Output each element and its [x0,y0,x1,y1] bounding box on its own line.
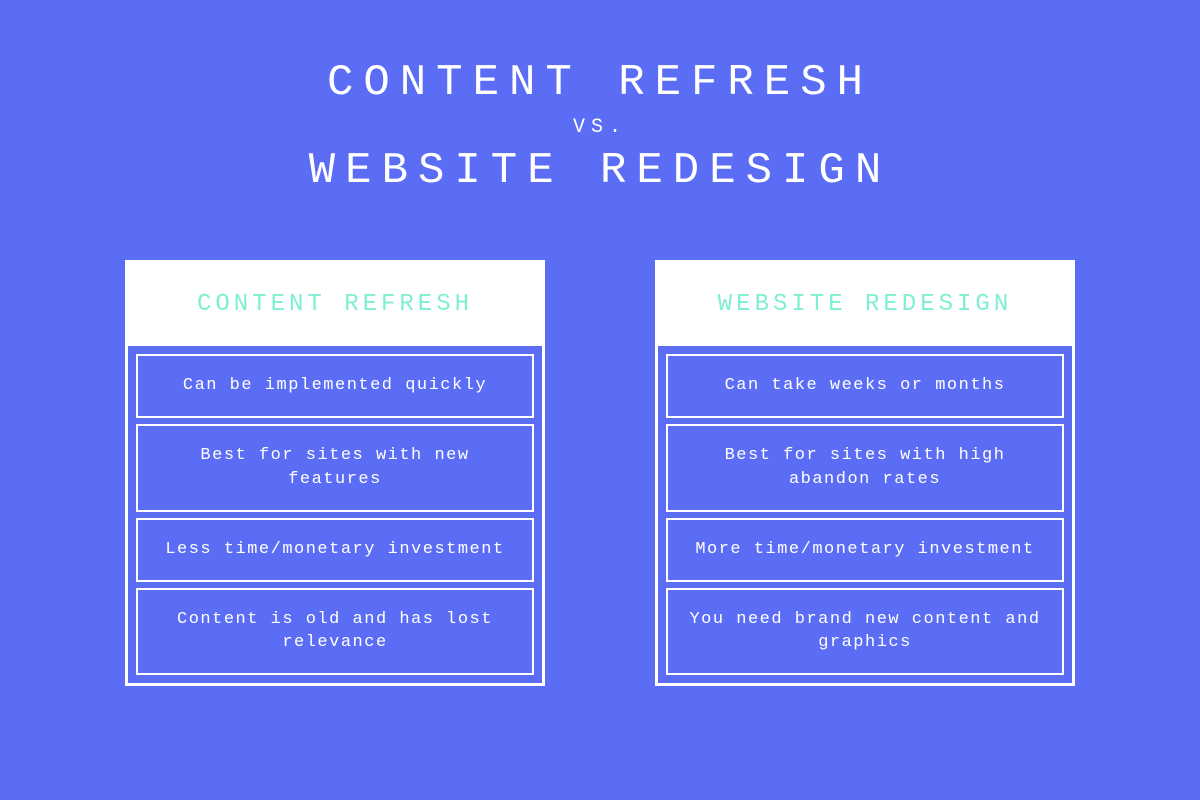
cards-container: CONTENT REFRESH Can be implemented quick… [0,260,1200,686]
list-item: Best for sites with high abandon rates [666,424,1064,512]
title-line-2: WEBSITE REDESIGN [0,143,1200,200]
list-item: You need brand new content and graphics [666,588,1064,676]
list-item: Less time/monetary investment [136,518,534,582]
list-item: Content is old and has lost relevance [136,588,534,676]
list-item: Best for sites with new features [136,424,534,512]
website-redesign-card-title: WEBSITE REDESIGN [658,263,1072,346]
list-item: More time/monetary investment [666,518,1064,582]
list-item: Can take weeks or months [666,354,1064,418]
content-refresh-card-title: CONTENT REFRESH [128,263,542,346]
website-redesign-card: WEBSITE REDESIGN Can take weeks or month… [655,260,1075,686]
title-vs: VS. [0,116,1200,139]
list-item: Can be implemented quickly [136,354,534,418]
content-refresh-card-body: Can be implemented quickly Best for site… [128,346,542,683]
page-header: CONTENT REFRESH VS. WEBSITE REDESIGN [0,0,1200,200]
website-redesign-card-body: Can take weeks or months Best for sites … [658,346,1072,683]
content-refresh-card: CONTENT REFRESH Can be implemented quick… [125,260,545,686]
title-line-1: CONTENT REFRESH [0,55,1200,112]
